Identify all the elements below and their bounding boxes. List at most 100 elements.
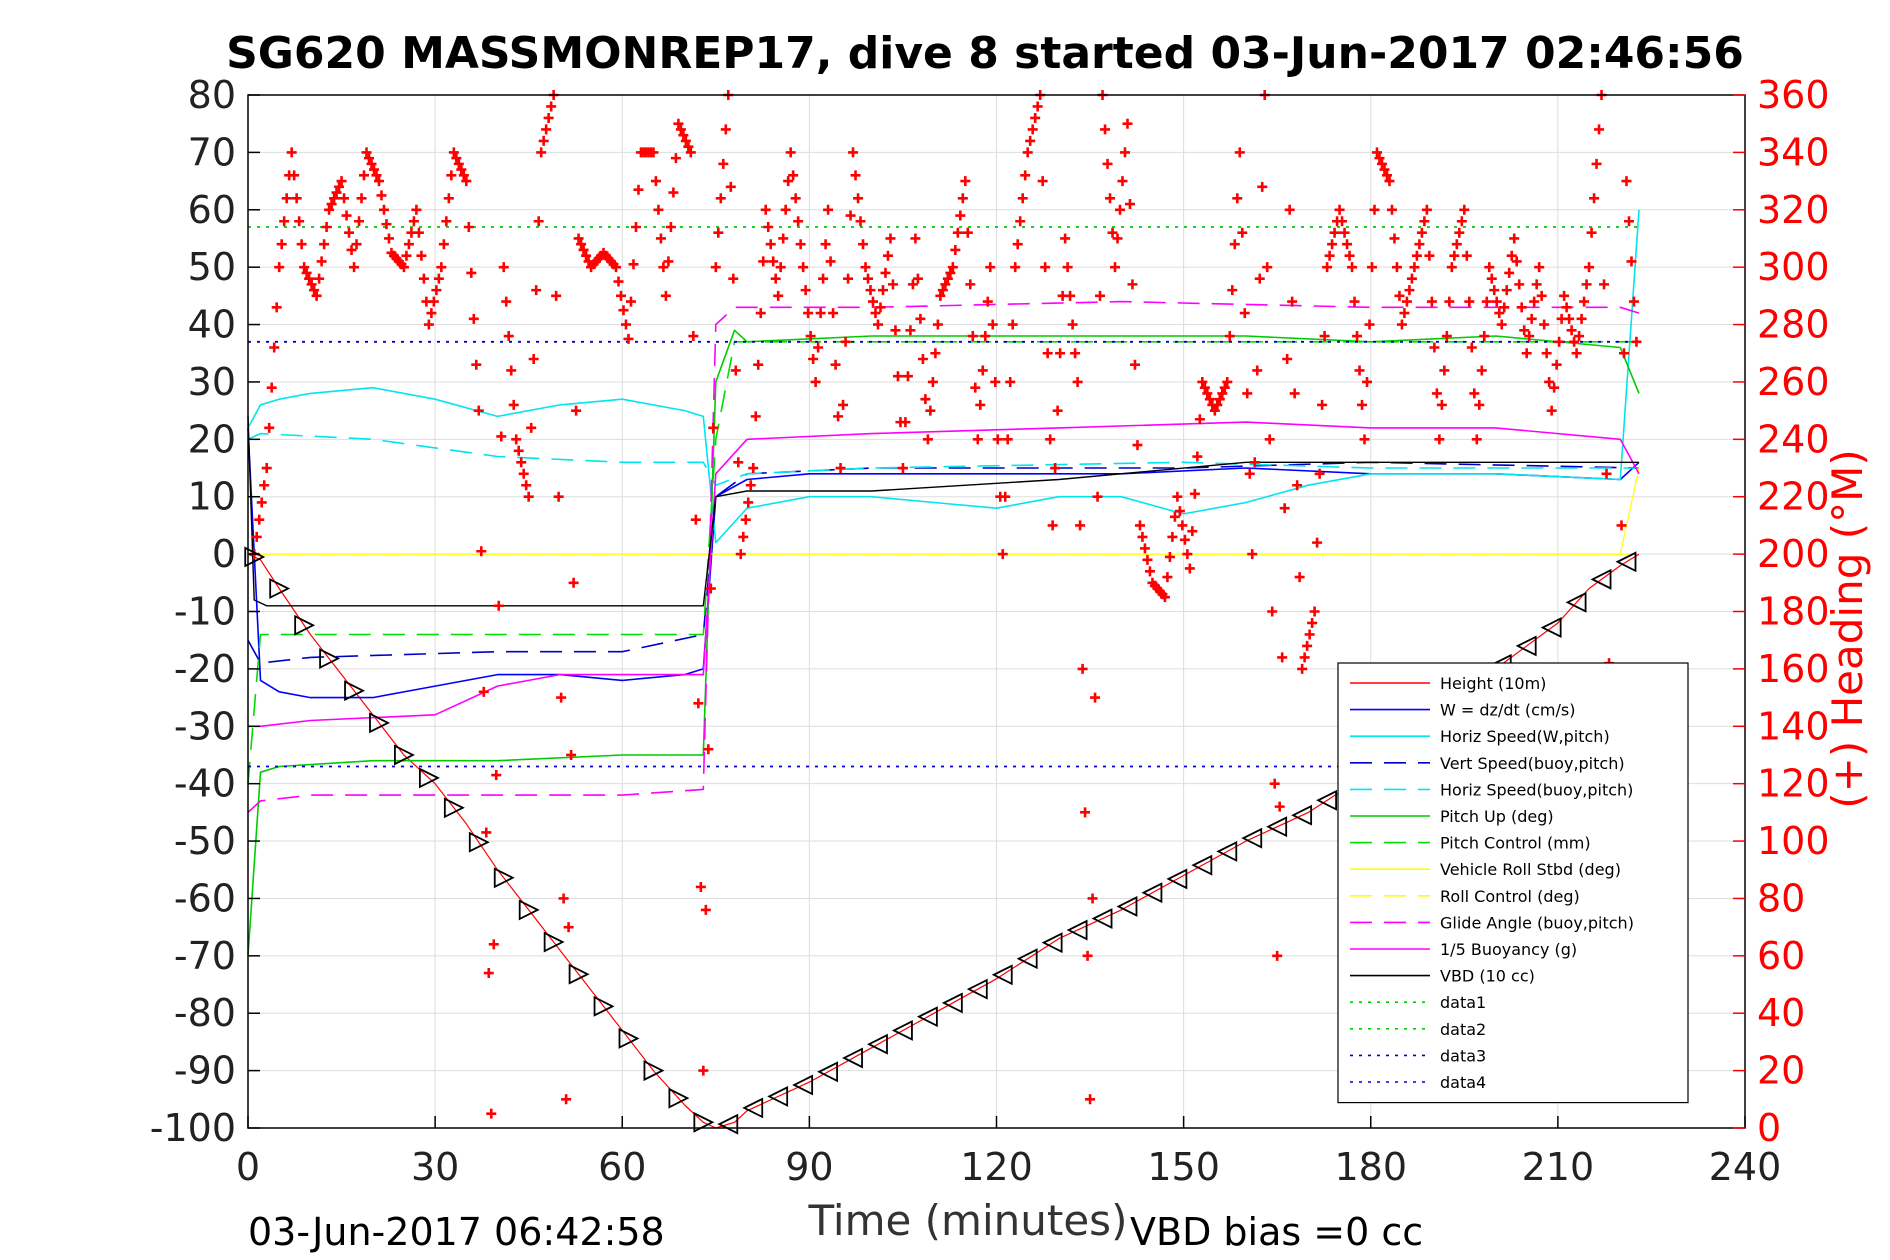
heading-marker [411,204,422,215]
heading-marker [708,422,719,433]
height-marker [1116,896,1138,917]
heading-marker [693,698,704,709]
heading-marker [359,170,370,181]
heading-marker [695,881,706,892]
heading-marker [1484,262,1495,273]
heading-marker [381,219,392,230]
heading-marker [1434,434,1445,445]
heading-marker [1015,216,1026,227]
heading-marker [613,276,624,287]
heading-marker [528,353,539,364]
heading-marker [1115,204,1125,215]
heading-marker [536,147,547,158]
heading-marker [1352,331,1363,342]
heading-marker [897,463,908,474]
heading-marker [371,170,382,181]
height-marker [269,578,291,600]
heading-marker [1327,239,1338,250]
heading-marker [798,262,809,273]
heading-marker [1534,262,1545,273]
y-right-tick-label: 180 [1757,590,1830,634]
heading-marker [463,221,474,232]
heading-marker [1549,382,1560,393]
heading-marker [1416,227,1427,238]
heading-marker [730,365,741,376]
heading-marker [541,124,552,135]
height-marker [518,899,540,921]
heading-marker [551,290,562,301]
heading-marker [688,331,699,342]
series-line-buoyancy [248,421,1640,728]
heading-marker [1376,158,1387,169]
chart-title: SG620 MASSMONREP17, dive 8 started 03-Ju… [226,28,1744,79]
heading-marker [907,279,918,290]
heading-marker [481,827,492,838]
heading-marker [508,399,519,410]
heading-marker [955,210,966,221]
heading-marker [1172,491,1183,502]
heading-marker [670,153,681,164]
heading-marker [1362,376,1373,387]
heading-marker [1601,468,1612,479]
heading-marker [299,262,310,273]
heading-marker [633,184,644,195]
heading-marker [349,262,360,273]
heading-marker [1237,227,1248,238]
heading-marker [1419,216,1430,227]
heading-marker [264,422,275,433]
heading-marker [1204,394,1215,405]
heading-marker [1566,325,1577,336]
heading-marker [1499,302,1510,313]
heading-marker [680,135,691,146]
heading-marker [1616,520,1627,531]
heading-marker [1491,296,1502,307]
heading-marker [1394,290,1405,301]
heading-marker [705,583,716,594]
heading-marker [616,290,627,301]
heading-marker [755,308,766,319]
y-tick-label: -30 [174,704,236,748]
heading-marker [823,204,834,215]
y-right-axis-label: (+) Heading (°M) [1823,449,1872,808]
height-marker [1016,948,1038,970]
heading-marker [446,170,457,181]
heading-marker [526,422,537,433]
y-right-tick-label: 340 [1757,130,1830,174]
heading-marker [1085,1094,1096,1105]
height-marker [1166,868,1188,890]
heading-marker [758,256,769,267]
heading-marker [1267,606,1278,617]
heading-marks [249,90,1642,1119]
height-marker [568,963,590,985]
heading-marker [820,239,831,250]
heading-marker [498,262,509,273]
heading-marker [1182,549,1193,560]
heading-marker [1379,164,1390,175]
heading-marker [1357,399,1368,410]
legend-label-buoyancy: 1/5 Buoyancy (g) [1440,940,1577,959]
heading-marker [553,491,564,502]
heading-marker [1571,348,1582,359]
heading-marker [760,204,771,215]
heading-marker [1501,285,1512,296]
heading-marker [306,279,317,290]
heading-marker [1401,296,1412,307]
heading-marker [790,193,801,204]
heading-marker [910,233,921,244]
heading-marker [863,273,874,284]
heading-marker [1381,170,1392,181]
heading-marker [1521,348,1532,359]
heading-marker [1339,227,1350,238]
heading-marker [458,170,469,181]
heading-marker [745,480,756,491]
y-tick-label: -90 [174,1049,236,1093]
heading-marker [1591,158,1602,169]
heading-marker [1177,520,1188,531]
heading-marker [1107,227,1118,238]
heading-marker [461,176,472,187]
heading-marker [623,333,634,344]
y-tick-label: -40 [174,762,236,806]
heading-marker [725,181,736,192]
heading-marker [703,744,714,755]
